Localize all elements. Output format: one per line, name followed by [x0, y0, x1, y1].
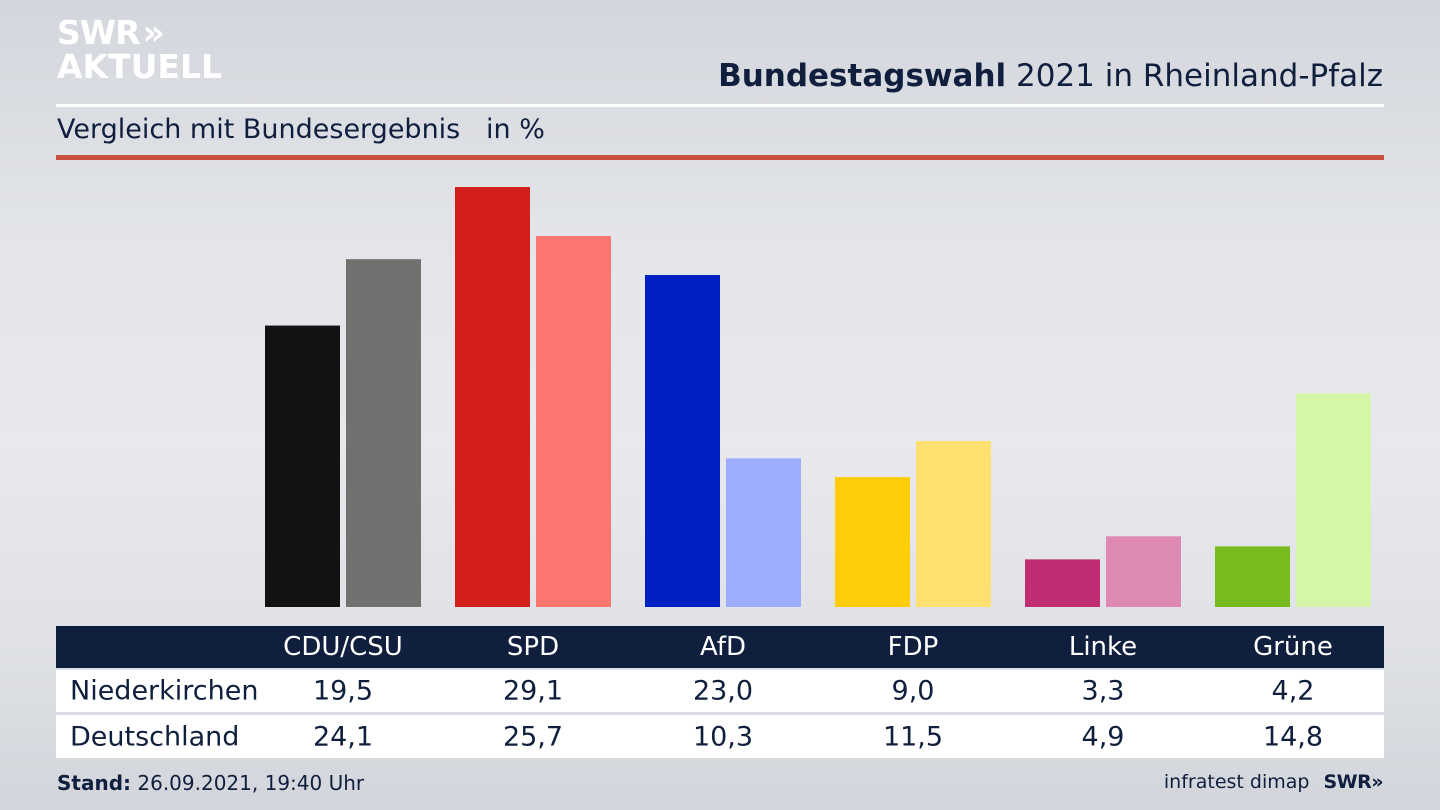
table-row: Deutschland 24,1 25,7 10,3 11,5 4,9 14,8 [56, 715, 1384, 758]
title-rest: 2021 in Rheinland-Pfalz [1006, 58, 1383, 94]
bar-afd-deutschland [726, 458, 801, 607]
timestamp: Stand: 26.09.2021, 19:40 Uhr [57, 771, 364, 795]
column-header: Grüne [1253, 632, 1333, 662]
column-header: FDP [887, 632, 939, 662]
swr-aktuell-logo: SWR» AKTUELL [57, 16, 222, 84]
table-cell: 4,9 [1081, 721, 1125, 752]
row-label: Niederkirchen [70, 675, 259, 707]
table-cell: 3,3 [1081, 675, 1125, 707]
bar-linke-deutschland [1106, 536, 1181, 607]
bar-linke-niederkirchen [1025, 559, 1100, 607]
table-cell: 9,0 [891, 675, 935, 707]
bar-afd-niederkirchen [645, 275, 720, 607]
bar-spd-deutschland [536, 236, 611, 608]
bar-fdp-deutschland [916, 441, 991, 607]
table-cell: 19,5 [312, 675, 374, 707]
table-header: CDU/CSU SPD AfD FDP Linke Grüne [56, 626, 1384, 668]
stand-label: Stand: [57, 771, 132, 795]
bar-gr-ne-niederkirchen [1215, 546, 1290, 607]
table-row: Niederkirchen 19,5 29,1 23,0 9,0 3,3 4,2 [56, 670, 1384, 712]
column-header: AfD [699, 632, 747, 662]
column-header: SPD [506, 632, 560, 662]
header-divider [56, 104, 1384, 107]
table-cell: 14,8 [1262, 721, 1324, 752]
bar-cdu-csu-niederkirchen [265, 325, 340, 607]
results-table: CDU/CSU SPD AfD FDP Linke Grüne Niederkirchen… [56, 626, 1384, 758]
source-credit: infratest dimap SWR» [1163, 771, 1384, 793]
table-cell: 4,2 [1271, 675, 1315, 707]
stand-value: 26.09.2021, 19:40 Uhr [131, 771, 365, 795]
bar-spd-niederkirchen [455, 187, 530, 607]
bar-gr-ne-deutschland [1296, 393, 1371, 607]
column-header: CDU/CSU [283, 632, 403, 662]
table-cell: 25,7 [502, 721, 564, 752]
table-cell: 11,5 [882, 721, 944, 752]
row-label: Deutschland [70, 721, 240, 752]
table-cell: 24,1 [312, 721, 374, 752]
logo-aktuell-text: AKTUELL [57, 47, 223, 86]
table-cell: 23,0 [692, 675, 754, 707]
page-title: Bundestagswahl 2021 in Rheinland-Pfalz [718, 58, 1383, 94]
table-cell: 10,3 [692, 721, 754, 752]
source-name: infratest dimap [1163, 771, 1310, 793]
table-cell: 29,1 [502, 675, 564, 707]
bar-cdu-csu-deutschland [346, 259, 421, 607]
title-bold: Bundestagswahl [718, 58, 1007, 94]
logo-swr-text: SWR [57, 13, 141, 52]
subtitle-divider [56, 155, 1384, 160]
bar-fdp-niederkirchen [835, 477, 910, 607]
chart-subtitle: Vergleich mit Bundesergebnis in % [57, 114, 545, 145]
column-header: Linke [1068, 632, 1138, 662]
swr-footer-logo: SWR» [1323, 771, 1383, 793]
